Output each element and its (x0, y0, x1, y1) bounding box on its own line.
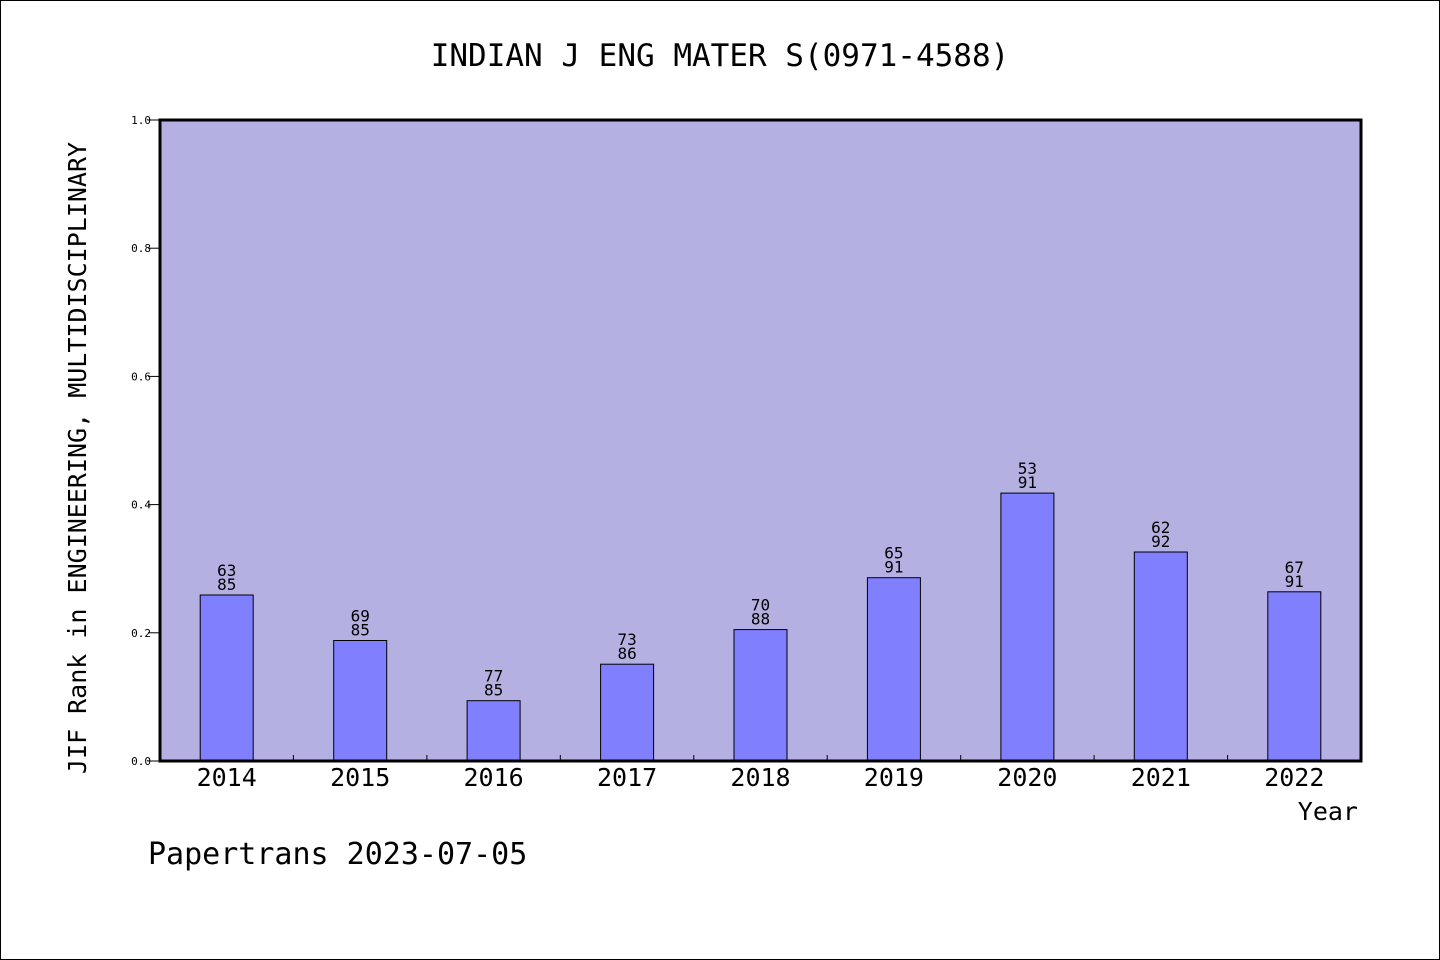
bar-rank-label-2014: 63 (217, 561, 236, 580)
y-tick-label: 1.0 (131, 114, 151, 127)
bar-rank-label-2015: 69 (351, 607, 370, 626)
bar-2019 (866, 577, 921, 762)
x-tick-label-2015: 2015 (330, 763, 390, 792)
bar-rank-label-2020: 53 (1018, 459, 1037, 478)
x-tick-label-2019: 2019 (864, 763, 924, 792)
plot-border (158, 118, 1363, 763)
bar-rank-label-2018: 70 (751, 596, 770, 615)
bar-2014 (199, 594, 254, 762)
bar-rank-label-2019: 65 (884, 544, 903, 563)
x-tick-label-2022: 2022 (1264, 763, 1324, 792)
footer-credit: Papertrans 2023-07-05 (148, 837, 527, 872)
bar-total-label-2020: 91 (1018, 473, 1037, 492)
bar-2015 (333, 640, 388, 762)
y-tick-label: 0.8 (131, 242, 151, 255)
y-axis-label: JIF Rank in ENGINEERING, MULTIDISCIPLINA… (63, 142, 92, 774)
x-axis-ticks: 2014 2015 2016 2017 2018 2019 2020 2021 2022 (197, 755, 1324, 792)
bar-2020 (1000, 492, 1055, 762)
y-tick-label: 0.6 (131, 370, 151, 383)
bar-total-label-2022: 91 (1285, 572, 1304, 591)
bar-total-label-2021: 92 (1151, 532, 1170, 551)
bar-rank-label-2021: 62 (1151, 518, 1170, 537)
x-tick-label-2020: 2020 (997, 763, 1057, 792)
bar-total-label-2015: 85 (351, 621, 370, 640)
x-tick-label-2014: 2014 (197, 763, 257, 792)
bar-2018 (733, 629, 788, 762)
bar-total-label-2019: 91 (884, 558, 903, 577)
y-tick-label: 0.4 (131, 499, 151, 512)
chart-title: INDIAN J ENG MATER S(0971-4588) (431, 38, 1010, 74)
bar-2016 (466, 700, 521, 762)
bar-2017 (600, 663, 655, 762)
x-tick-label-2021: 2021 (1131, 763, 1191, 792)
y-axis-ticks: 0.0 0.2 0.4 0.6 0.8 1.0 (131, 114, 160, 768)
bar-total-label-2018: 88 (751, 610, 770, 629)
x-tick-label-2018: 2018 (730, 763, 790, 792)
bar-rank-label-2017: 73 (617, 630, 636, 649)
bars-layer (199, 492, 1322, 762)
y-tick-label: 0.0 (131, 755, 151, 768)
bar-total-label-2014: 85 (217, 575, 236, 594)
y-tick-label: 0.2 (131, 627, 151, 640)
x-axis-label: Year (1298, 797, 1358, 826)
bar-2021 (1133, 551, 1188, 762)
x-tick-label-2017: 2017 (597, 763, 657, 792)
x-tick-label-2016: 2016 (463, 763, 523, 792)
bar-rank-label-2022: 67 (1285, 558, 1304, 577)
bar-total-label-2017: 86 (617, 644, 636, 663)
bar-rank-label-2016: 77 (484, 667, 503, 686)
bar-total-label-2016: 85 (484, 681, 503, 700)
bar-2022 (1267, 591, 1322, 762)
